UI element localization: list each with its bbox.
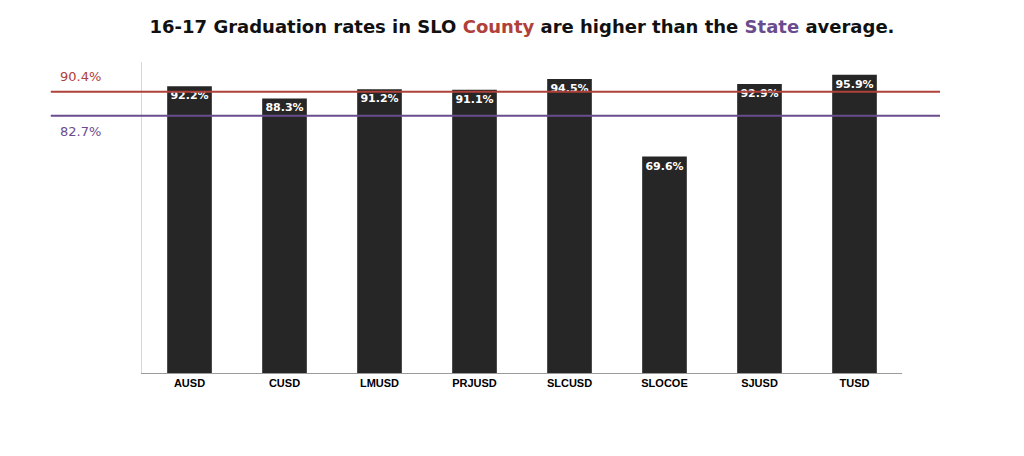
- svg-text:91.2%: 91.2%: [360, 92, 398, 105]
- svg-text:SJUSD: SJUSD: [741, 377, 778, 389]
- svg-text:SLCUSD: SLCUSD: [547, 377, 592, 389]
- svg-text:90.4%: 90.4%: [60, 69, 101, 84]
- svg-text:88.3%: 88.3%: [265, 101, 303, 114]
- svg-text:AUSD: AUSD: [174, 377, 205, 389]
- svg-text:TUSD: TUSD: [840, 377, 870, 389]
- svg-text:92.9%: 92.9%: [740, 87, 778, 100]
- svg-text:91.1%: 91.1%: [455, 93, 493, 106]
- svg-text:82.7%: 82.7%: [60, 124, 101, 139]
- svg-text:16-17 Graduation rates in SLO: 16-17 Graduation rates in SLO County are…: [150, 16, 895, 37]
- svg-text:LMUSD: LMUSD: [360, 377, 399, 389]
- svg-text:95.9%: 95.9%: [835, 78, 873, 91]
- svg-text:PRJUSD: PRJUSD: [452, 377, 497, 389]
- svg-text:69.6%: 69.6%: [645, 160, 683, 173]
- svg-text:94.5%: 94.5%: [550, 82, 588, 95]
- svg-text:92.2%: 92.2%: [170, 89, 208, 102]
- svg-text:CUSD: CUSD: [269, 377, 300, 389]
- svg-text:SLOCOE: SLOCOE: [641, 377, 687, 389]
